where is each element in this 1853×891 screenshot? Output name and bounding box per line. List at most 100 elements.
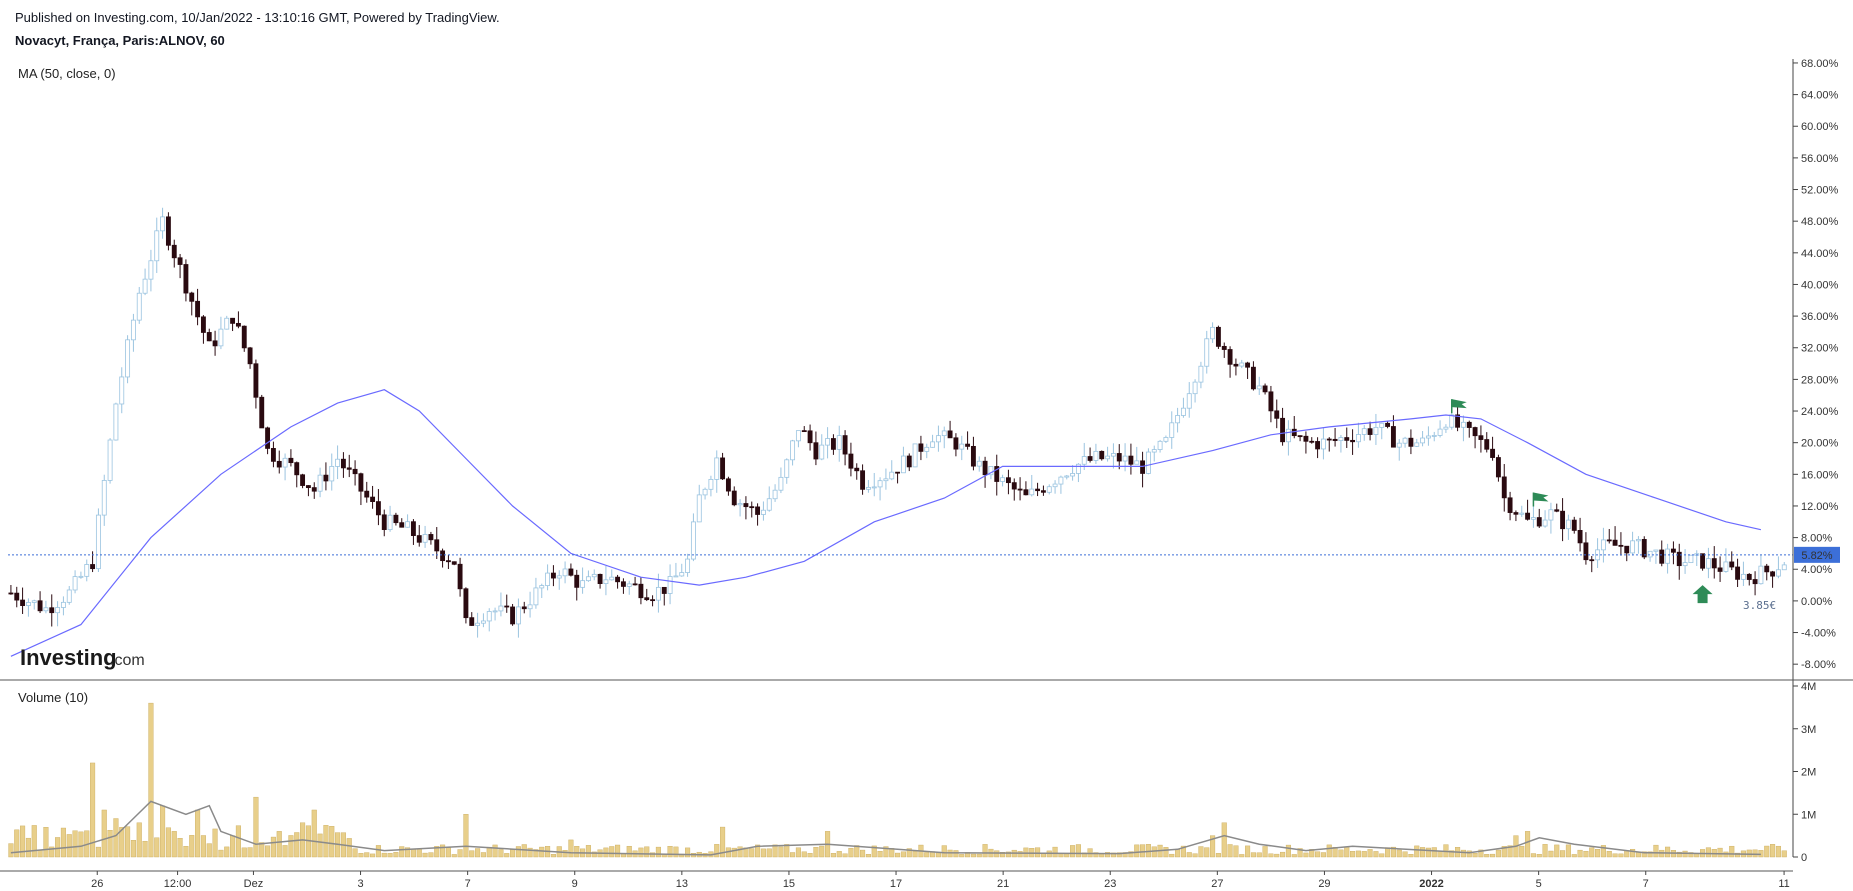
candle-body (749, 506, 755, 509)
volume-bar (1361, 851, 1367, 858)
candle-body (1280, 417, 1286, 443)
candle-body (661, 586, 667, 594)
candle-body (877, 480, 883, 488)
time-tick-label: 23 (1104, 878, 1116, 890)
candle-body (370, 496, 376, 502)
candle-body (615, 576, 621, 583)
volume-bar (370, 853, 376, 858)
candle-body (638, 583, 644, 599)
candle-body (1466, 421, 1472, 428)
price-tick-label: 64.00% (1801, 90, 1839, 102)
candle-body (685, 558, 691, 573)
candle-body (154, 230, 160, 262)
volume-indicator-label[interactable]: Volume (10) (18, 690, 89, 705)
volume-bar (1052, 846, 1058, 858)
volume-bar (1484, 854, 1490, 858)
candle-body (1157, 440, 1163, 450)
volume-bar (626, 845, 632, 858)
candle-body (1058, 476, 1064, 485)
candle-body (1449, 414, 1455, 428)
candle-body (1262, 385, 1268, 393)
volume-bar (1099, 853, 1105, 858)
candle-body (340, 458, 346, 469)
candle-body (568, 568, 574, 576)
volume-bar (60, 827, 66, 858)
volume-bar (667, 846, 673, 858)
price-tick-label: 56.00% (1801, 153, 1839, 165)
candle-body (1443, 426, 1449, 430)
ma-indicator-label[interactable]: MA (50, close, 0) (18, 66, 116, 81)
candle-body (1326, 438, 1332, 441)
volume-bar (410, 849, 416, 858)
volume-bar (819, 845, 825, 858)
volume-bar (1688, 852, 1694, 858)
volume-bar (1163, 847, 1169, 858)
volume-bar (1379, 853, 1385, 858)
flag-icon (1533, 492, 1549, 502)
volume-bar (749, 848, 755, 858)
volume-bar (130, 840, 136, 858)
candle-body (807, 430, 813, 444)
ma-line (10, 389, 1762, 657)
candle-body (1735, 566, 1741, 580)
price-tick-label: 8.00% (1801, 533, 1832, 545)
candle-body (422, 534, 428, 543)
time-tick-label: 2022 (1419, 878, 1443, 890)
candle-body (1513, 512, 1519, 515)
candle-body (772, 489, 778, 500)
candle-body (457, 563, 463, 590)
price-tick-label: 32.00% (1801, 343, 1839, 355)
arrow-up-icon (1692, 585, 1713, 604)
candle-body (1233, 363, 1239, 367)
candle-body (1519, 512, 1525, 515)
price-tick-label: 20.00% (1801, 438, 1839, 450)
volume-bar (405, 847, 411, 858)
volume-bar (1116, 852, 1122, 858)
candle-body (1495, 457, 1501, 478)
candle-body (294, 462, 300, 476)
volume-bar (906, 848, 912, 858)
candle-body (113, 403, 119, 441)
volume-bar (160, 805, 166, 858)
volume-bar (276, 831, 282, 858)
candle-body (498, 605, 504, 612)
candle-body (1215, 326, 1221, 347)
candle-body (1647, 550, 1653, 558)
volume-bar (95, 846, 101, 858)
volume-bar (253, 796, 259, 858)
candle-body (1641, 539, 1647, 558)
volume-bar (714, 844, 720, 858)
candle-body (148, 260, 154, 280)
candle-body (1717, 567, 1723, 572)
volume-bar (1472, 853, 1478, 858)
candle-body (1542, 519, 1548, 527)
candle-body (101, 480, 107, 516)
volume-bar (737, 846, 743, 858)
volume-bar (1367, 849, 1373, 858)
candle-body (679, 572, 685, 577)
volume-bar (1198, 846, 1204, 858)
candle-body (795, 430, 801, 442)
volume-bar (772, 844, 778, 858)
candle-body (650, 599, 656, 602)
candle-body (1612, 539, 1618, 546)
candle-body (1210, 326, 1216, 340)
volume-bar (778, 846, 784, 858)
volume-bar (1303, 852, 1309, 858)
volume-bar (1536, 854, 1542, 858)
candle-body (1752, 579, 1758, 585)
candle-body (486, 611, 492, 622)
candle-body (1536, 517, 1542, 527)
candle-body (1315, 441, 1321, 450)
volume-bar (539, 846, 545, 858)
volume-bar (1017, 851, 1023, 858)
candle-body (405, 521, 411, 528)
candle-body (504, 605, 510, 608)
volume-bar (224, 846, 230, 858)
candle-body (1676, 551, 1682, 567)
candle-body (947, 430, 953, 439)
volume-bar (375, 845, 381, 858)
volume-bar (720, 826, 726, 858)
candle-body (1490, 448, 1496, 458)
